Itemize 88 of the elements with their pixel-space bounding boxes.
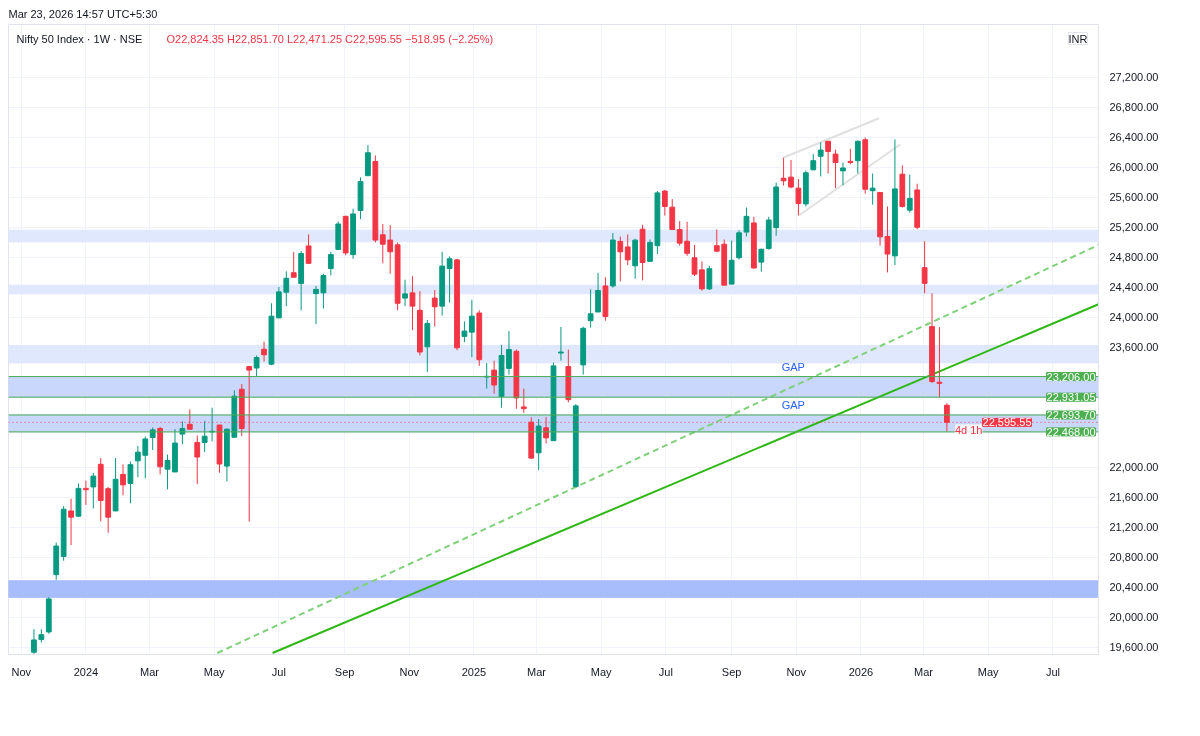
candlestick xyxy=(906,174,913,214)
candlestick xyxy=(365,144,371,177)
candlestick xyxy=(491,360,498,395)
candlestick xyxy=(327,251,334,277)
y-tick-label: 27,200.00 xyxy=(1109,71,1159,83)
x-tick-label: 2026 xyxy=(848,665,874,678)
candlestick xyxy=(624,233,631,266)
y-tick-label: 25,600.00 xyxy=(1109,191,1159,203)
candlestick xyxy=(194,435,201,485)
candlestick xyxy=(90,472,97,509)
candlestick xyxy=(795,178,802,217)
x-tick-label: Nov xyxy=(11,665,32,678)
candlestick xyxy=(669,198,676,231)
candlestick xyxy=(402,279,408,307)
y-tick-label: 25,200.00 xyxy=(1109,221,1159,233)
x-tick-label: Mar xyxy=(914,665,934,678)
candlestick xyxy=(201,420,208,453)
candlestick xyxy=(728,240,735,285)
candlestick xyxy=(253,354,260,377)
x-tick-label: May xyxy=(977,665,1000,678)
candlestick xyxy=(921,240,928,294)
x-tick-label: May xyxy=(203,665,226,678)
x-tick-label: Mar xyxy=(140,665,160,678)
y-axis-title: INR xyxy=(1068,32,1088,45)
candlestick xyxy=(290,251,297,278)
y-tick-label: 24,000.00 xyxy=(1109,311,1159,323)
candlestick xyxy=(743,207,750,237)
candlestick xyxy=(617,236,624,282)
x-tick-label: 2024 xyxy=(73,665,99,678)
y-tick-label: 22,000.00 xyxy=(1109,461,1159,473)
candlestick xyxy=(127,461,134,504)
y-tick-label: 21,200.00 xyxy=(1109,521,1159,533)
candlestick xyxy=(468,299,475,358)
ref-line-label: 22,595.55 xyxy=(982,416,1032,429)
candlestick xyxy=(587,288,594,329)
text: O22,824.35 H22,851.70 L22,471.25 C22,595.55 −518.95 (−2.25%) xyxy=(166,32,494,45)
candlestick xyxy=(446,255,453,304)
x-tick-label: Jul xyxy=(658,665,673,678)
y-tick-label: 26,800.00 xyxy=(1109,101,1159,113)
candlestick xyxy=(661,189,668,217)
candlestick xyxy=(261,341,267,363)
y-tick-label: 23,600.00 xyxy=(1109,341,1159,353)
candlestick xyxy=(558,326,564,362)
band-label: GAP xyxy=(781,398,805,411)
ref-line-label: 22,468.00 xyxy=(1046,425,1096,438)
candlestick xyxy=(431,289,438,328)
candlestick xyxy=(817,141,824,177)
ref-line-label: 22,931.05 xyxy=(1046,391,1096,404)
y-tick-label: 21,600.00 xyxy=(1109,491,1159,503)
candlestick xyxy=(854,140,861,175)
y-tick-label: 26,000.00 xyxy=(1109,161,1159,173)
x-tick-label: Jul xyxy=(1045,665,1060,678)
y-tick-label: 20,800.00 xyxy=(1109,551,1159,563)
candlestick xyxy=(840,162,846,186)
y-tick-label: 20,400.00 xyxy=(1109,581,1159,593)
y-tick-label: 24,800.00 xyxy=(1109,251,1159,263)
candlestick xyxy=(409,275,416,331)
candlestick xyxy=(825,140,832,175)
y-tick-label: 26,400.00 xyxy=(1109,131,1159,143)
candlestick xyxy=(424,319,431,373)
band-label: GAP xyxy=(781,360,805,373)
candlestick xyxy=(68,498,74,546)
text: Mar 23, 2026 14:57 UTC+5:30 xyxy=(8,7,158,20)
x-tick-label: Nov xyxy=(786,665,807,678)
candlestick xyxy=(305,233,312,265)
x-tick-label: Sep xyxy=(721,665,742,678)
x-tick-label: Nov xyxy=(399,665,420,678)
x-tick-label: 2025 xyxy=(461,665,487,678)
candlestick xyxy=(461,320,468,343)
candlestick xyxy=(595,272,601,313)
y-tick-label: 20,000.00 xyxy=(1109,611,1159,623)
y-tick-label: 19,600.00 xyxy=(1109,641,1159,653)
y-tick-label: 24,400.00 xyxy=(1109,281,1159,293)
x-tick-label: Mar xyxy=(527,665,547,678)
candlestick xyxy=(936,326,943,398)
ref-line-label: 22,693.70 xyxy=(1046,408,1096,421)
ref-line-label: 23,206.00 xyxy=(1046,370,1096,383)
x-tick-label: Jul xyxy=(271,665,286,678)
candlestick xyxy=(832,149,839,189)
candlestick xyxy=(83,480,89,506)
candlestick xyxy=(706,265,713,291)
annotation: 4d 1h xyxy=(954,424,983,437)
candlestick xyxy=(869,173,876,206)
x-tick-label: Sep xyxy=(334,665,355,678)
candlestick xyxy=(520,388,527,414)
text: Nifty 50 Index · 1W · NSE xyxy=(16,32,143,45)
x-tick-label: May xyxy=(590,665,613,678)
candlestick xyxy=(120,463,126,496)
